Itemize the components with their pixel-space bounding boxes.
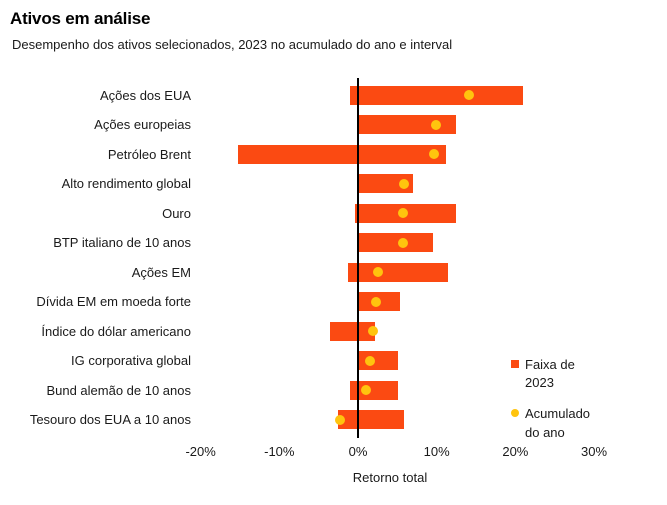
x-tick-label: 20% [502, 444, 529, 459]
x-tick-label: -10% [264, 444, 295, 459]
category-label: Ações EM [131, 264, 191, 280]
category-label: IG corporativa global [71, 353, 191, 368]
ytd-dot [397, 237, 408, 248]
x-axis-label: Retorno total [352, 470, 428, 485]
ytd-dot [360, 385, 371, 395]
ytd-dot [397, 208, 408, 218]
category-label: Bund alemão de 10 anos [46, 382, 191, 398]
chart-legend: Faixa de 2023 Acumulado do ano [511, 356, 607, 442]
ytd-dot [334, 414, 345, 425]
legend-item-ytd: Acumulado do ano [511, 405, 607, 441]
zero-axis-line [357, 78, 359, 438]
ytd-dot [372, 267, 383, 277]
x-tick-label: 30% [581, 444, 608, 459]
range-legend-square-icon [511, 360, 519, 368]
category-label: Petróleo Brent [107, 146, 191, 162]
category-label: Índice do dólar americano [41, 323, 191, 339]
category-label: Tesouro dos EUA a 10 anos [29, 412, 191, 427]
ytd-dot [429, 149, 440, 159]
ytd-dot [463, 90, 474, 100]
legend-item-range: Faixa de 2023 [511, 356, 607, 392]
range-bar [347, 262, 448, 282]
category-label: Ações dos EUA [99, 87, 191, 103]
ytd-dot [430, 119, 441, 130]
page-title: Ativos em análise [10, 9, 151, 28]
category-label: BTP italiano de 10 anos [53, 235, 191, 250]
range-bar [358, 174, 414, 193]
ytd-dot [371, 296, 382, 307]
range-bar [237, 144, 447, 164]
ytd-legend-dot-icon [511, 409, 519, 418]
x-tick-label: 0% [348, 444, 368, 459]
range-bar [358, 115, 457, 134]
range-bar [358, 233, 433, 252]
x-tick-label: -20% [185, 444, 216, 459]
legend-label-ytd: Acumulado do ano [525, 406, 591, 440]
x-tick-label: 10% [423, 444, 450, 459]
range-bar [329, 321, 375, 341]
category-label: Ações europeias [94, 117, 191, 132]
category-label: Alto rendimento global [61, 176, 191, 191]
ytd-dot [364, 355, 375, 366]
category-label: Ouro [162, 205, 191, 221]
legend-label-range: Faixa de 2023 [525, 357, 575, 391]
chart-subtitle: Desempenho dos ativos selecionados, 2023… [12, 37, 453, 52]
range-bar [338, 410, 404, 429]
ytd-dot [367, 326, 378, 336]
ytd-dot [399, 178, 410, 189]
category-label: Dívida EM em moeda forte [36, 294, 191, 309]
range-bar [350, 85, 524, 105]
